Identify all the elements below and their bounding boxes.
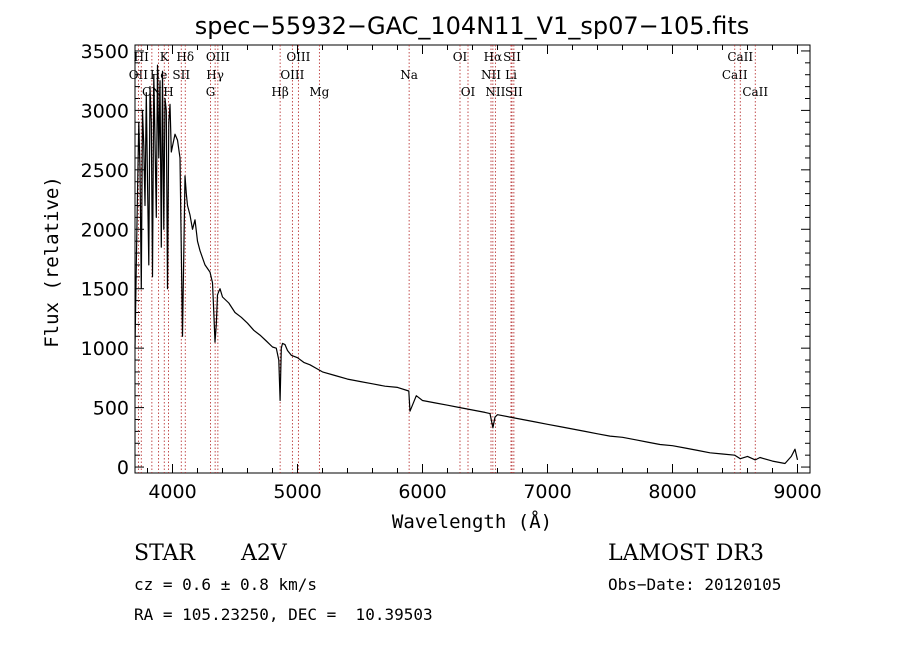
y-tick-label: 2500: [81, 160, 129, 182]
plot-frame: [134, 44, 811, 474]
ra-dec-coords: RA = 105.23250, DEC = 10.39503: [134, 605, 433, 624]
spectral-line-label: Hα: [484, 50, 503, 64]
y-tick-label: 3500: [81, 41, 129, 63]
y-tick-label: 3000: [81, 100, 129, 122]
spectrum-series: [134, 64, 799, 465]
spectral-line-label: CaII: [742, 85, 768, 99]
x-tick-label: 6000: [398, 481, 446, 503]
spectral-line-label: OII: [129, 68, 149, 82]
y-tick-label: 1000: [81, 338, 129, 360]
obs-date: Obs−Date: 20120105: [608, 575, 782, 594]
x-tick-label: 5000: [273, 481, 321, 503]
spectral-line-label: K: [160, 50, 170, 64]
object-class: STAR: [134, 541, 195, 566]
spectral-line-label: Na: [400, 68, 418, 82]
chart-title: spec−55932−GAC_104N11_V1_sp07−105.fits: [195, 12, 749, 40]
spectral-line-label: SII: [505, 85, 523, 99]
spectral-line-label: Hγ: [206, 68, 224, 82]
spectral-line-label: Li: [505, 68, 517, 82]
y-tick-label: 2000: [81, 219, 129, 241]
spectral-line-label: OI: [453, 50, 468, 64]
spectral-line-label: Hδ: [176, 50, 194, 64]
spectral-line-label: HI: [134, 50, 149, 64]
plot-border: [134, 44, 811, 474]
spectral-line-label: SII: [503, 50, 521, 64]
survey-name: LAMOST DR3: [608, 541, 764, 566]
y-axis-label: Flux (relative): [41, 176, 63, 348]
spectral-line-markers: OIIHICNHeKHSIIHδGHγOIIIHβOIIIOIIIMgNaOIO…: [129, 45, 768, 473]
x-axis-label: Wavelength (Å): [392, 510, 552, 533]
spectral-line-label: Hβ: [271, 85, 288, 99]
spectral-line-label: NII: [481, 68, 501, 82]
x-tick-label: 9000: [773, 481, 821, 503]
spectral-line-label: He: [150, 68, 168, 82]
x-tick-label: 8000: [648, 481, 696, 503]
spectral-line-label: OIII: [206, 50, 230, 64]
spectral-line-label: OI: [461, 85, 476, 99]
spectral-line-label: CaII: [727, 50, 753, 64]
y-tick-label: 500: [93, 398, 129, 420]
y-tick-label: 1500: [81, 279, 129, 301]
x-tick-label: 7000: [523, 481, 571, 503]
y-axis: 0 500 1000 1500 2000 2500 3000 3500: [81, 41, 810, 479]
spectral-line-label: CaII: [722, 68, 748, 82]
spectrum-line: [134, 64, 799, 465]
redshift-cz: cz = 0.6 ± 0.8 km/s: [134, 575, 318, 594]
spectral-line-label: G: [206, 85, 216, 99]
y-tick-label: 0: [117, 457, 129, 479]
spectral-line-label: H: [163, 85, 173, 99]
object-subclass: A2V: [241, 541, 287, 566]
spectral-line-label: OIII: [280, 68, 304, 82]
x-tick-label: 4000: [148, 481, 196, 503]
x-axis: 4000 5000 6000 7000 8000 9000: [147, 45, 822, 503]
spectral-line-label: Mg: [309, 85, 329, 99]
spectral-line-label: SII: [172, 68, 190, 82]
spectral-line-label: NII: [485, 85, 505, 99]
spectral-line-label: OIII: [286, 50, 310, 64]
